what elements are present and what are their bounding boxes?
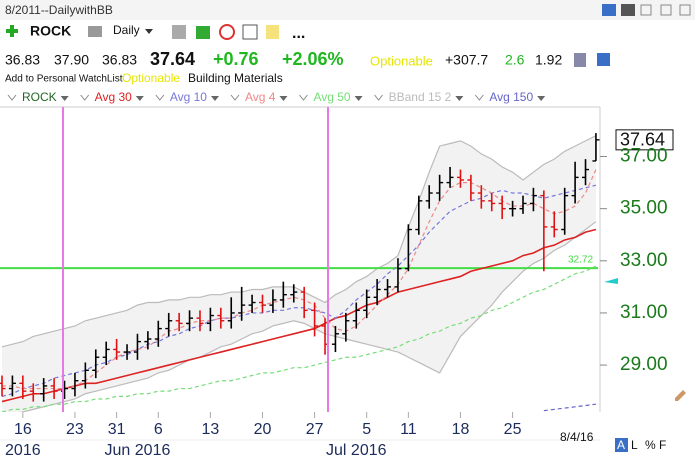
bband-fill <box>2 135 596 412</box>
x-tick-label: 25 <box>504 421 522 438</box>
icon[interactable] <box>574 53 586 67</box>
axis: 37.64 29.00 31.00 33.00 35.00 37.00 16 23 31 6 13 2… <box>5 129 674 459</box>
legend-entry[interactable]: Avg 50 <box>313 90 350 104</box>
x-tick-label: 11 <box>400 421 417 438</box>
legend-dropdown <box>455 96 464 101</box>
quote-stat: +307.7 <box>445 52 488 68</box>
quote-open: 36.83 <box>5 52 40 68</box>
icon[interactable] <box>88 26 102 37</box>
legend-dropdown <box>60 96 69 101</box>
legend-entry[interactable]: BBand 15 2 <box>389 90 452 104</box>
quote-high: 37.90 <box>54 52 89 68</box>
period[interactable]: Daily <box>113 23 140 37</box>
y-tick-label: 29.00 <box>620 354 668 375</box>
legend-arrow <box>474 94 484 101</box>
x-tick-label: 6 <box>154 421 163 438</box>
legend-dropdown <box>135 96 144 101</box>
legend-entry[interactable]: ROCK <box>22 90 57 104</box>
y-tick-label: 31.00 <box>620 302 668 323</box>
legend-arrow <box>7 94 17 101</box>
x-tick-label: 5 <box>362 421 371 438</box>
legend-arrow <box>230 94 240 101</box>
y-tick-label: 37.00 <box>620 146 668 167</box>
add-icon[interactable] <box>6 25 18 37</box>
y-tick-label: 35.00 <box>620 198 668 219</box>
bband-lower <box>20 221 597 412</box>
legend-entry[interactable]: Avg 30 <box>95 90 132 104</box>
optionable: Optionable <box>122 71 180 85</box>
icon[interactable] <box>196 26 210 39</box>
level-label: 32.72 <box>568 255 593 266</box>
x-group-label: Jul 2016 <box>326 442 387 459</box>
optionable: Optionable <box>370 53 433 68</box>
icon[interactable] <box>219 24 235 40</box>
pencil-icon[interactable] <box>675 390 686 401</box>
legend-dropdown <box>279 96 288 101</box>
dropdown-arrow <box>145 29 153 34</box>
icon[interactable] <box>640 4 652 16</box>
x-tick-label: 13 <box>202 421 220 438</box>
quote-stat: 2.6 <box>505 52 525 68</box>
icon[interactable] <box>621 4 635 16</box>
x-tick-label: 16 <box>14 421 32 438</box>
button[interactable]: A <box>617 438 625 452</box>
legend-arrow <box>374 94 383 101</box>
title-bar <box>0 0 695 20</box>
legend-dropdown <box>537 96 546 101</box>
moving-average <box>2 169 597 390</box>
x-group-label: Jun 2016 <box>105 442 171 459</box>
icon[interactable] <box>242 24 258 40</box>
quote-change: +0.76 <box>213 49 259 69</box>
icon[interactable] <box>660 4 672 16</box>
symbol[interactable]: ROCK <box>30 23 71 39</box>
date: 8/4/16 <box>560 430 594 444</box>
icon[interactable] <box>679 4 691 16</box>
watchlist-link[interactable]: Add to Personal WatchList <box>5 74 123 85</box>
x-tick-label: 20 <box>254 421 272 438</box>
quote-stat: 1.92 <box>535 52 562 68</box>
window-title: 8/2011--DailywithBB <box>5 3 113 17</box>
button[interactable]: L <box>631 438 638 452</box>
marker <box>604 278 618 284</box>
legend-arrow <box>299 94 308 101</box>
quote-last: 37.64 <box>150 49 195 69</box>
icon[interactable] <box>266 25 279 39</box>
x-group-label: 2016 <box>5 442 41 459</box>
quote-change-pct: +2.06% <box>282 49 344 69</box>
moving-average <box>543 403 597 412</box>
x-tick-label: 27 <box>306 421 324 438</box>
legend-arrow <box>155 94 165 101</box>
icon[interactable] <box>602 4 616 16</box>
bband-upper <box>1 135 597 348</box>
legend-entry[interactable]: Avg 150 <box>489 90 533 104</box>
industry: Building Materials <box>188 71 283 85</box>
y-tick-label: 33.00 <box>620 250 668 271</box>
icon[interactable] <box>172 25 186 39</box>
legend-entry[interactable]: Avg 4 <box>245 90 276 104</box>
legend-dropdown <box>354 96 363 101</box>
button-bg <box>615 438 628 452</box>
save-icon[interactable] <box>597 53 610 66</box>
legend: ROCK Avg 30 Avg 10 Avg 4 Avg 50 BBand 15 2 Avg… <box>7 90 546 104</box>
plot <box>0 133 600 412</box>
quote-low: 36.83 <box>102 52 137 68</box>
button[interactable]: F <box>659 438 666 452</box>
legend-dropdown <box>210 96 219 101</box>
x-tick-label: 18 <box>452 421 470 438</box>
legend-entry[interactable]: Avg 10 <box>170 90 207 104</box>
last-price-box <box>615 129 674 151</box>
last-price: 37.64 <box>620 130 665 150</box>
button[interactable]: % <box>645 438 656 452</box>
buttons: A L% F <box>615 438 666 452</box>
moving-average <box>1 228 597 403</box>
legend-arrow <box>80 94 90 101</box>
moving-average <box>1 265 597 412</box>
more[interactable]: ... <box>292 25 305 42</box>
x-tick-label: 31 <box>108 421 126 438</box>
x-tick-label: 23 <box>66 421 84 438</box>
